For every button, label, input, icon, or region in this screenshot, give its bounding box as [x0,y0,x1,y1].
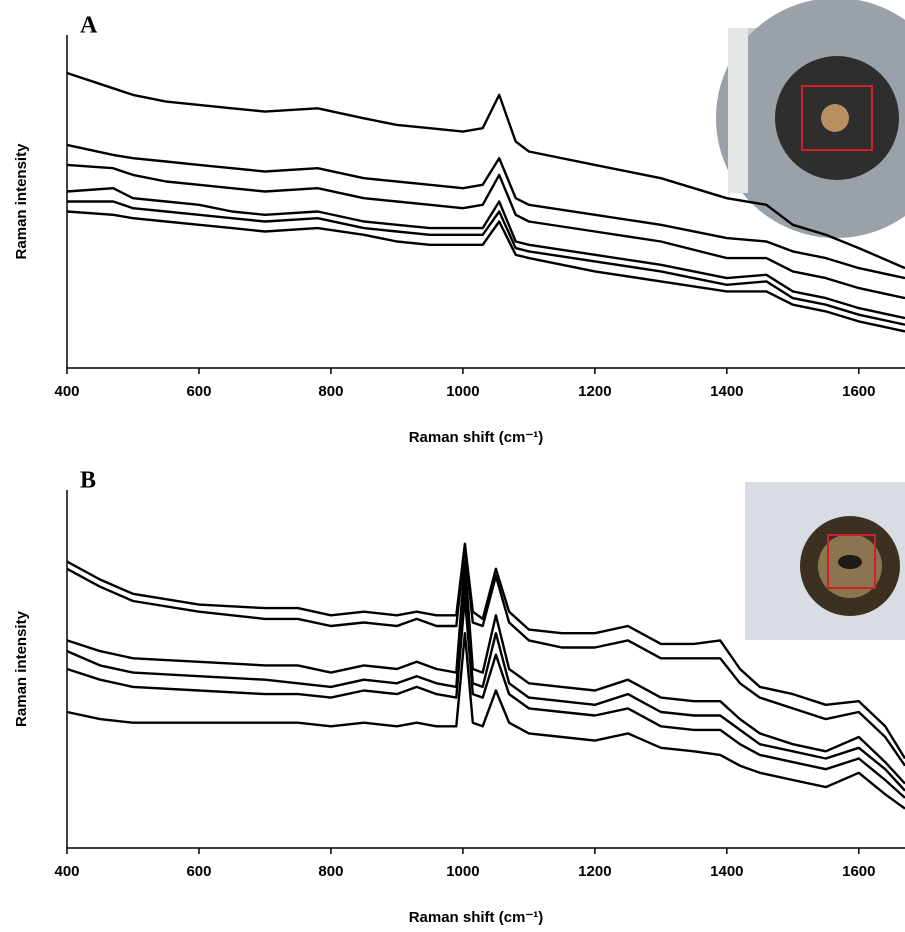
spectrum-line [66,143,905,280]
spectrum-line [66,546,905,767]
spectrum-line [66,187,905,320]
x-tick-label: 800 [318,383,343,400]
panel-label: B [80,468,96,494]
spectrum-line [66,596,905,799]
spectrum-line [66,578,905,792]
y-axis-label: Raman intensity [13,143,30,260]
x-tick-label: 1000 [446,863,479,880]
x-axis-label: Raman shift (cm⁻¹) [409,909,544,926]
x-axis-label: Raman shift (cm⁻¹) [409,429,544,446]
spectrum-line [66,71,905,270]
spectrum-line [66,542,905,760]
x-tick-label: 1600 [842,863,875,880]
x-tick-label: 1200 [578,383,611,400]
x-tick-label: 800 [318,863,343,880]
x-tick-label: 400 [54,863,79,880]
x-tick-label: 400 [54,383,79,400]
inset-photo-b [745,482,905,640]
panel-label: A [80,13,98,39]
x-tick-label: 1400 [710,863,743,880]
x-tick-label: 600 [186,863,211,880]
y-axis-label: Raman intensity [13,610,30,727]
x-tick-label: 1200 [578,863,611,880]
spectrum-line [66,163,905,300]
x-tick-label: 1000 [446,383,479,400]
x-tick-label: 1600 [842,383,875,400]
x-tick-label: 1400 [710,383,743,400]
spectrum-line [67,200,905,326]
x-tick-label: 600 [186,383,211,400]
spectrum-line [66,210,905,333]
inset-photo-a [716,0,905,238]
spectrum-line [66,632,905,810]
spectrum-line [66,560,905,785]
